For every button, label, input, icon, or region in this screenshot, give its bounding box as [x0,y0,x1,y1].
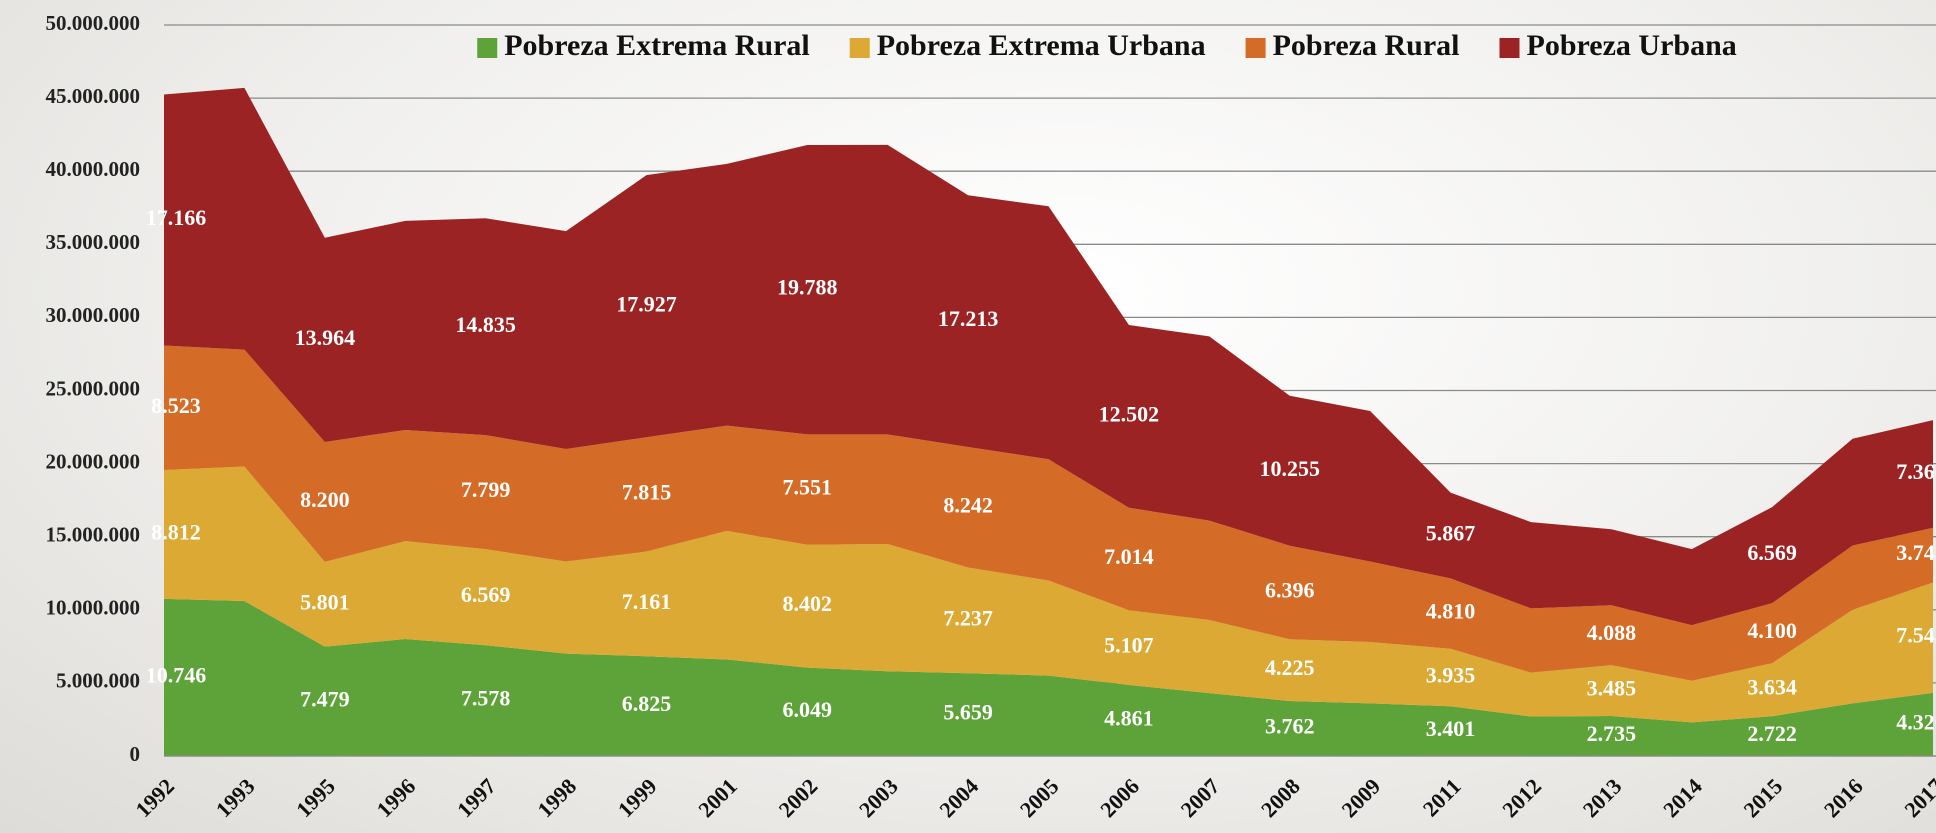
x-tick-label: 1993 [211,773,260,822]
data-label: 17.166 [146,205,207,230]
y-tick-label: 10.000.000 [46,596,141,620]
legend-swatch [1245,38,1266,58]
data-label: 7.014 [1104,544,1154,569]
x-tick-label: 1996 [372,773,421,822]
legend-swatch [1499,38,1520,58]
data-label: 7.366 [1896,459,1936,484]
data-label: 6.396 [1265,578,1315,603]
legend: Pobreza Extrema Rural Pobreza Extrema Urb… [477,29,1737,62]
data-label: 6.825 [622,691,672,716]
data-label: 8.200 [300,487,350,512]
data-label: 10.746 [146,662,207,687]
data-label: 8.242 [943,492,993,517]
x-tick-label: 2014 [1658,773,1707,822]
x-tick-label: 2001 [693,773,742,822]
data-label: 3.935 [1426,663,1476,688]
data-label: 17.213 [938,306,999,331]
y-tick-label: 30.000.000 [46,303,141,327]
data-label: 12.502 [1099,401,1160,426]
x-tick-label: 2015 [1738,773,1787,822]
data-label: 4.320 [1896,709,1936,734]
data-label: 7.551 [783,475,833,500]
data-label: 6.049 [783,697,833,722]
x-tick-label: 2004 [934,773,983,822]
legend-swatch [477,38,498,58]
x-tick-label: 2005 [1015,773,1064,822]
data-label: 3.762 [1265,714,1315,739]
data-label: 7.799 [461,477,511,502]
area [164,87,1933,626]
x-tick-label: 2009 [1336,773,1385,822]
data-label: 3.401 [1426,716,1476,741]
y-tick-label: 15.000.000 [46,523,141,547]
data-label: 10.255 [1259,456,1320,481]
data-label: 8.523 [151,393,201,418]
x-tick-label: 2017 [1899,773,1936,822]
data-label: 13.964 [295,325,356,350]
x-tick-label: 2016 [1819,773,1868,822]
area [164,466,1933,723]
data-label: 4.088 [1587,620,1637,645]
data-label: 3.485 [1587,676,1637,701]
data-label: 14.835 [455,312,516,337]
x-tick-label: 2006 [1095,773,1144,822]
data-label: 6.569 [1747,540,1797,565]
legend-label: Pobreza Extrema Rural [504,29,810,62]
area [164,598,1933,756]
data-label: 7.161 [622,589,672,614]
x-tick-label: 2012 [1497,773,1546,822]
data-label: 7.815 [622,479,672,504]
data-label: 2.722 [1747,721,1797,746]
x-tick-label: 1998 [532,773,581,822]
legend-label: Pobreza Extrema Urbana [877,29,1206,62]
x-tick-label: 2013 [1578,773,1627,822]
data-label: 5.867 [1426,521,1476,546]
x-tick-label: 1992 [130,773,179,822]
x-tick-label: 2002 [774,773,823,822]
y-tick-label: 35.000.000 [46,230,141,254]
x-tick-label: 1997 [452,773,501,822]
data-label: 5.107 [1104,633,1154,658]
data-label: 3.634 [1747,675,1797,700]
y-tick-label: 50.000.000 [46,11,141,35]
data-label: 7.479 [300,686,350,711]
data-label: 2.735 [1587,721,1637,746]
legend-swatch [849,38,870,58]
y-tick-label: 5.000.000 [56,669,140,693]
data-label: 4.225 [1265,655,1315,680]
data-label: 7.578 [461,686,511,711]
y-tick-label: 25.000.000 [46,376,141,400]
legend-label: Pobreza Urbana [1527,29,1737,62]
y-tick-label: 0 [130,742,141,766]
x-tick-label: 2003 [854,773,903,822]
x-tick-label: 1999 [613,773,662,822]
area [164,345,1933,681]
x-tick-label: 2011 [1418,773,1466,821]
data-label: 19.788 [777,275,838,300]
data-label: 8.812 [151,520,201,545]
legend-label: Pobreza Rural [1273,29,1460,62]
data-label: 5.801 [300,589,350,614]
y-tick-label: 45.000.000 [46,84,141,108]
x-tick-label: 1995 [291,773,340,822]
data-label: 7.545 [1896,623,1936,648]
data-label: 4.810 [1426,599,1476,624]
data-label: 6.569 [461,582,511,607]
x-tick-label: 2007 [1176,773,1225,822]
data-label: 4.861 [1104,706,1154,731]
data-label: 8.402 [783,591,833,616]
data-label: 3.745 [1896,540,1936,565]
data-label: 7.237 [943,605,993,630]
y-tick-label: 40.000.000 [46,157,141,181]
data-label: 5.659 [943,700,993,725]
data-label: 4.100 [1747,618,1797,643]
x-tick-label: 2008 [1256,773,1305,822]
y-tick-label: 20.000.000 [46,449,141,473]
data-label: 17.927 [616,291,677,316]
